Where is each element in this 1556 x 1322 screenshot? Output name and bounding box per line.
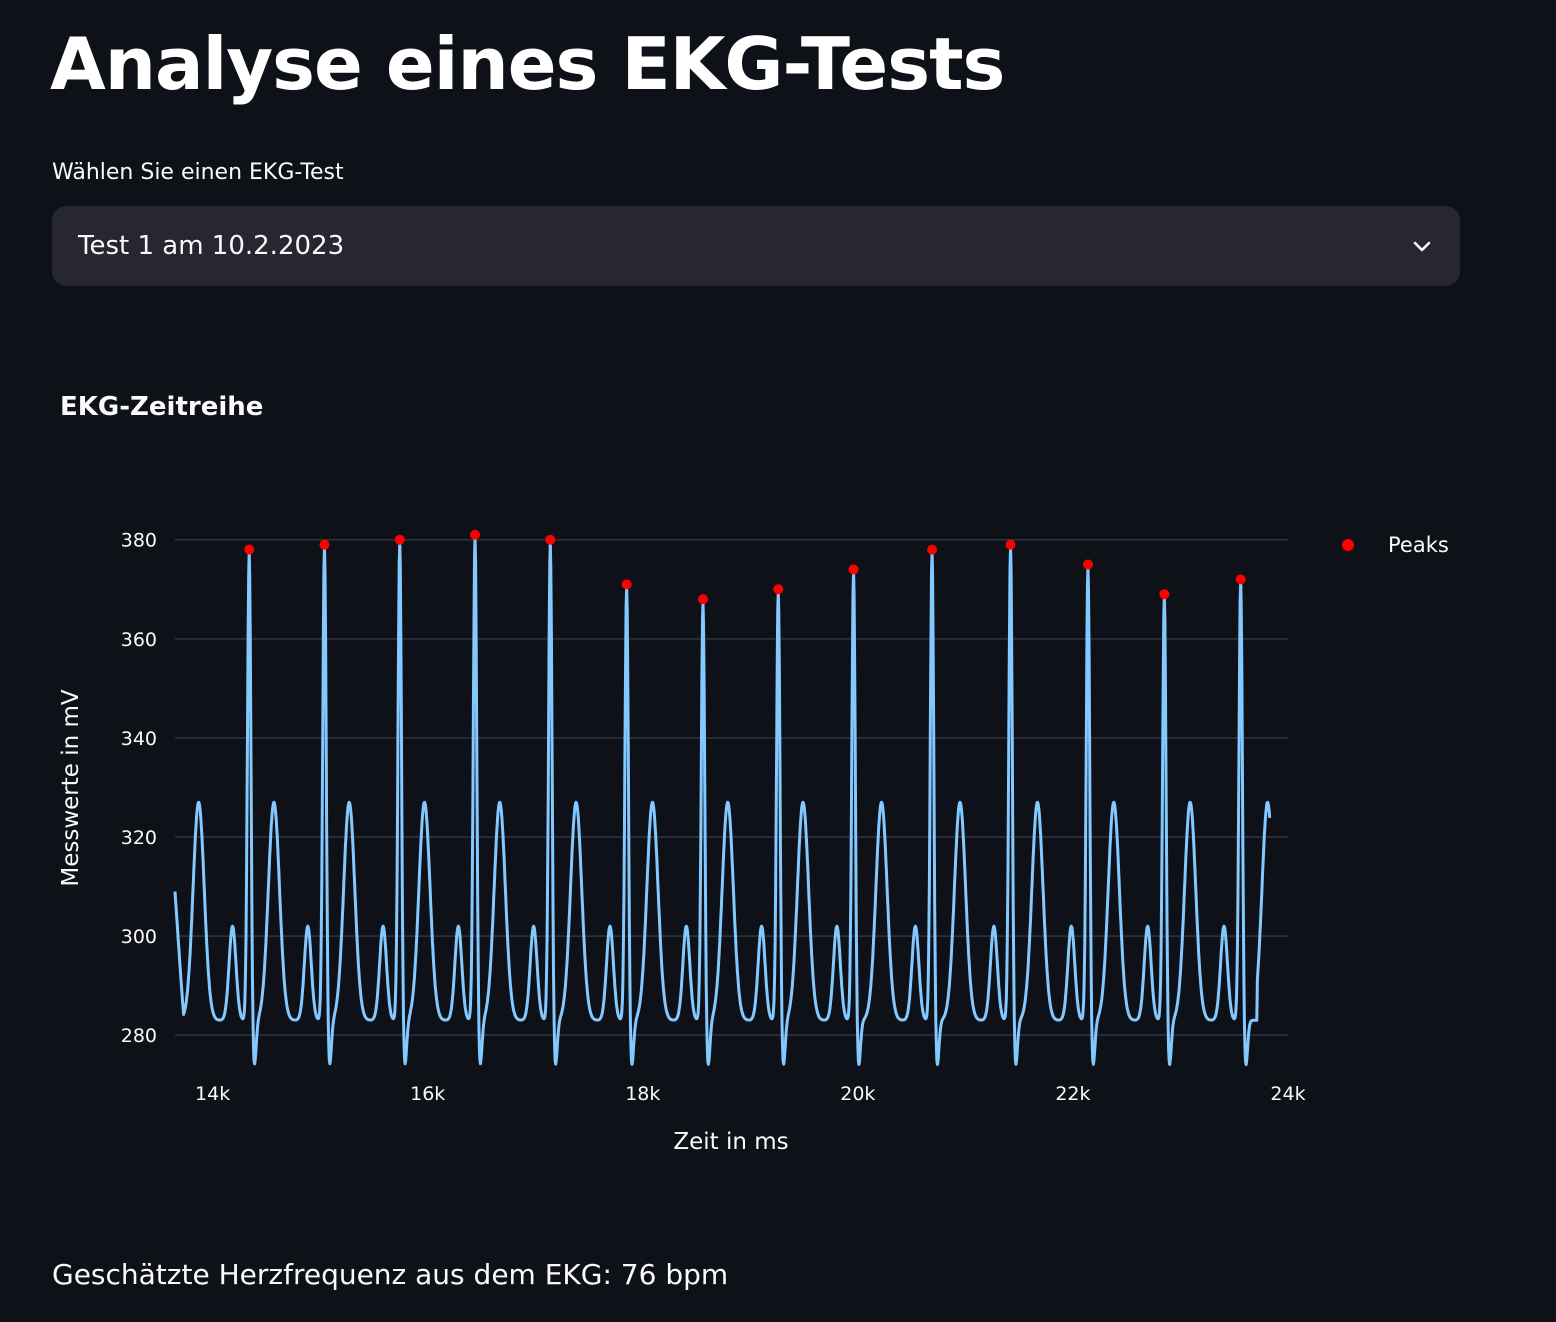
peak-point bbox=[1082, 559, 1093, 570]
peak-markers bbox=[244, 529, 1246, 605]
x-tick-label: 22k bbox=[1055, 1083, 1090, 1105]
peak-point bbox=[470, 529, 481, 540]
peak-point bbox=[319, 539, 330, 550]
y-tick-label: 340 bbox=[121, 728, 157, 750]
select-label: Wählen Sie einen EKG-Test bbox=[52, 160, 344, 185]
chart-title: EKG-Zeitreihe bbox=[60, 392, 264, 422]
peak-point bbox=[848, 564, 859, 575]
y-tick-label: 300 bbox=[121, 926, 157, 948]
peak-point bbox=[545, 534, 556, 545]
x-axis-label: Zeit in ms bbox=[673, 1129, 788, 1155]
peak-point bbox=[244, 544, 255, 555]
legend-label: Peaks bbox=[1388, 533, 1449, 557]
y-tick-label: 360 bbox=[121, 629, 157, 651]
heart-rate-text: Geschätzte Herzfrequenz aus dem EKG: 76 … bbox=[52, 1258, 729, 1291]
peak-point bbox=[927, 544, 938, 555]
y-tick-label: 280 bbox=[121, 1025, 157, 1047]
y-tick-label: 320 bbox=[121, 827, 157, 849]
chevron-down-icon[interactable] bbox=[1410, 234, 1434, 258]
x-tick-label: 20k bbox=[840, 1083, 875, 1105]
peak-point bbox=[773, 584, 784, 595]
select-value: Test 1 am 10.2.2023 bbox=[78, 231, 345, 261]
page-title: Analyse eines EKG-Tests bbox=[50, 22, 1005, 106]
peak-point bbox=[1005, 539, 1016, 550]
ekg-signal-line bbox=[173, 535, 1272, 1067]
ekg-test-select[interactable]: Test 1 am 10.2.2023 bbox=[52, 206, 1460, 286]
x-tick-label: 16k bbox=[410, 1083, 445, 1105]
peak-point bbox=[1159, 589, 1170, 600]
x-tick-labels: 14k 16k 18k 20k 22k 24k bbox=[195, 1083, 1306, 1105]
x-tick-label: 24k bbox=[1270, 1083, 1305, 1105]
y-axis-label: Messwerte in mV bbox=[58, 689, 84, 887]
peak-point bbox=[394, 534, 405, 545]
peak-point bbox=[1235, 574, 1246, 585]
legend-marker bbox=[1342, 539, 1354, 551]
x-tick-label: 14k bbox=[195, 1083, 230, 1105]
peak-point bbox=[698, 594, 709, 605]
x-tick-label: 18k bbox=[625, 1083, 660, 1105]
y-tick-label: 380 bbox=[121, 530, 157, 552]
legend-item-peaks[interactable]: Peaks bbox=[1342, 533, 1449, 557]
peak-point bbox=[621, 579, 632, 590]
grid-lines bbox=[175, 538, 1288, 1036]
y-tick-labels: 280 300 320 340 360 380 bbox=[121, 530, 157, 1047]
